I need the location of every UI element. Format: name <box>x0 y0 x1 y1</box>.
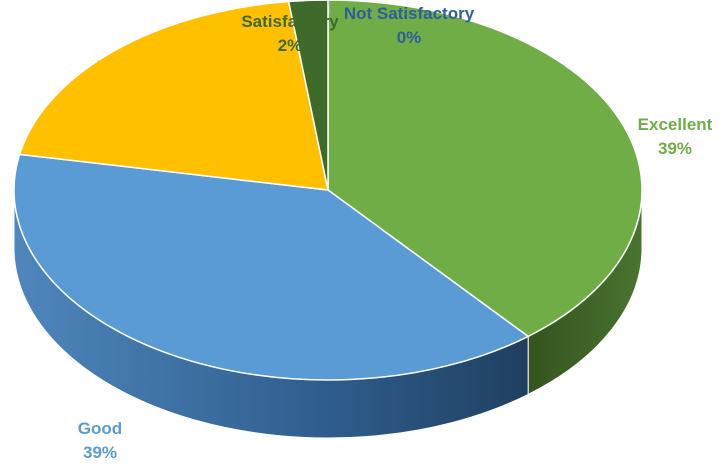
data-label-name-fair: Fair <box>96 57 128 76</box>
data-label-excellent: Excellent 39% <box>638 115 713 158</box>
data-label-value-not-satisfactory: 0% <box>397 28 422 47</box>
data-label-good: Good 39% <box>78 419 122 462</box>
data-label-name-not-satisfactory: Not Satisfactory <box>344 4 475 23</box>
data-label-value-excellent: 39% <box>658 139 692 158</box>
data-label-value-satisfactory: 2% <box>278 36 303 55</box>
data-label-name-satisfactory: Satisfactory <box>241 12 339 31</box>
data-label-name-good: Good <box>78 419 122 438</box>
data-label-value-good: 39% <box>83 443 117 462</box>
data-label-value-fair: 20% <box>95 81 129 100</box>
data-label-name-excellent: Excellent <box>638 115 713 134</box>
